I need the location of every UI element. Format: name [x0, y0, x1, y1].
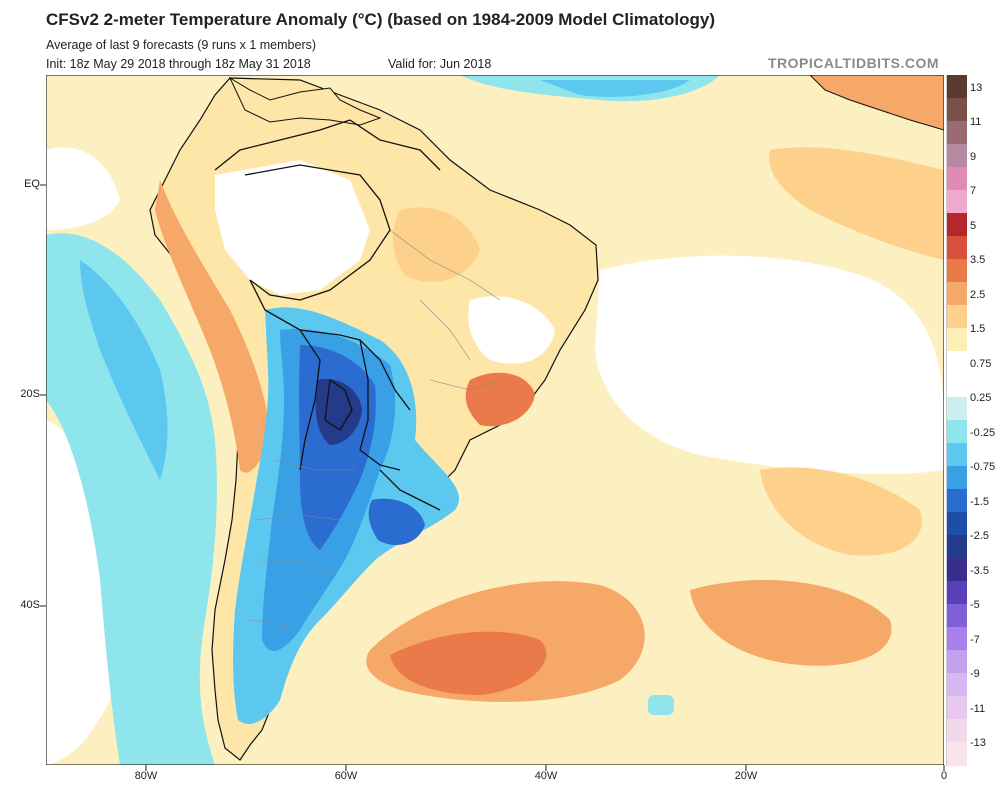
brand-watermark: TROPICALTIDBITS.COM	[768, 55, 940, 71]
neutral-area-pacific-north	[46, 147, 120, 230]
colorbar-label: -0.25	[970, 426, 996, 439]
colorbar-segment	[946, 98, 967, 122]
neutral-area-brazil-east	[468, 296, 555, 364]
colorbar-segment	[946, 420, 967, 444]
neutral-area-atlantic	[595, 255, 944, 475]
lon-label-40w: 40W	[534, 770, 558, 782]
warm-area-southeast-brazil	[465, 372, 535, 427]
cool-core-pacific	[80, 260, 168, 480]
colorbar-segment	[946, 558, 967, 582]
colorbar-label: -0.75	[970, 461, 996, 474]
warm-strip-andes	[155, 180, 270, 473]
colorbar-label: 9	[970, 150, 977, 163]
lon-label-80w: 80W	[134, 770, 158, 782]
neutral-area-amazon	[215, 160, 370, 295]
colorbar-segment	[946, 121, 967, 145]
colorbar-segment	[946, 604, 967, 628]
colorbar-segment	[946, 328, 967, 352]
colorbar-label: -5	[970, 599, 980, 612]
colorbar-segment	[946, 581, 967, 605]
colorbar	[946, 75, 968, 766]
lon-label-20w: 20W	[734, 770, 758, 782]
cold-area-uruguay	[368, 498, 425, 545]
warm-area-central-brazil	[393, 207, 480, 282]
colorbar-label: 7	[970, 185, 977, 198]
colorbar-segment	[946, 374, 967, 398]
colorbar-label: 13	[970, 81, 983, 94]
lat-label-40s: 40S	[20, 599, 40, 611]
lon-label-60w: 60W	[334, 770, 358, 782]
colorbar-segment	[946, 512, 967, 536]
warm-area-east-atlantic	[690, 580, 892, 666]
colorbar-label: -3.5	[970, 564, 989, 577]
lon-label-0: 0	[940, 770, 948, 782]
colorbar-segment	[946, 75, 967, 99]
colorbar-segment	[946, 144, 967, 168]
colorbar-segment	[946, 351, 967, 375]
colorbar-segment	[946, 650, 967, 674]
state-borders	[249, 229, 501, 626]
map-title: CFSv2 2-meter Temperature Anomaly (°C) (…	[46, 10, 716, 29]
warm-core-south-atlantic	[390, 631, 547, 695]
colorbar-segment	[946, 466, 967, 490]
colorbar-segment	[946, 627, 967, 651]
cold-area-peak	[315, 379, 362, 445]
warm-area-mid-atlantic	[760, 467, 922, 556]
colorbar-segment	[946, 213, 967, 237]
colorbar-segment	[946, 673, 967, 697]
colorbar-segment	[946, 719, 967, 743]
valid-time: Valid for: Jun 2018	[388, 57, 492, 71]
colorbar-segment	[946, 535, 967, 559]
lat-label-20s: 20S	[20, 388, 40, 400]
northern-coast	[228, 76, 382, 126]
colorbar-label: -13	[970, 737, 986, 750]
cool-core-caribbean	[540, 80, 690, 97]
cool-spot-atlantic	[648, 695, 674, 715]
colorbar-label: -11	[970, 702, 986, 715]
colorbar-segment	[946, 305, 967, 329]
cool-area-pacific	[46, 233, 217, 765]
colorbar-label: 1.5	[970, 323, 986, 336]
colorbar-label: -2.5	[970, 530, 989, 543]
axis-ticks	[40, 184, 945, 771]
colorbar-label: 3.5	[970, 254, 986, 267]
colorbar-segment	[946, 443, 967, 467]
colorbar-segment	[946, 489, 967, 513]
init-time: Init: 18z May 29 2018 through 18z May 31…	[46, 57, 311, 71]
colorbar-segment	[946, 167, 967, 191]
map-fields	[46, 75, 944, 765]
colorbar-label: 0.25	[970, 392, 992, 405]
map-subtitle: Average of last 9 forecasts (9 runs x 1 …	[46, 38, 317, 52]
colorbar-segment	[946, 259, 967, 283]
warm-area-gulf-guinea	[769, 147, 944, 260]
africa-coast	[809, 75, 944, 131]
colorbar-segment	[946, 696, 967, 720]
colorbar-label: 11	[970, 116, 982, 129]
colorbar-segment	[946, 282, 967, 306]
colorbar-label: -7	[970, 633, 980, 646]
colorbar-segment	[946, 742, 967, 766]
country-borders	[214, 119, 441, 511]
colorbar-segment	[946, 190, 967, 214]
colorbar-label: 2.5	[970, 288, 986, 301]
colorbar-segment	[946, 236, 967, 260]
colorbar-label: 5	[970, 219, 977, 232]
colorbar-label: -9	[970, 668, 980, 681]
colorbar-label: 0.75	[970, 357, 992, 370]
colorbar-segment	[946, 397, 967, 421]
colorbar-label: -1.5	[970, 495, 989, 508]
lat-label-eq: EQ	[24, 178, 40, 190]
